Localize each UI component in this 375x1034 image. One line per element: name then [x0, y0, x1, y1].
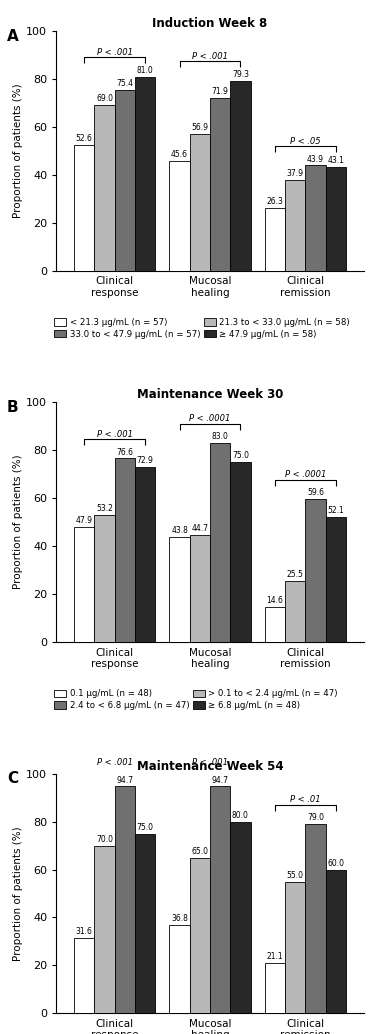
- Bar: [210, 444, 230, 642]
- Text: 75.0: 75.0: [136, 823, 153, 831]
- Text: 45.6: 45.6: [171, 150, 188, 159]
- Bar: [326, 870, 346, 1013]
- Text: 60.0: 60.0: [327, 858, 344, 868]
- Bar: [285, 180, 305, 271]
- Bar: [230, 462, 251, 642]
- Bar: [326, 168, 346, 271]
- Text: P < .05: P < .05: [290, 136, 321, 146]
- Bar: [285, 882, 305, 1013]
- Bar: [190, 535, 210, 642]
- Bar: [326, 517, 346, 642]
- Bar: [265, 208, 285, 271]
- Text: 55.0: 55.0: [287, 871, 304, 880]
- Text: 79.0: 79.0: [307, 813, 324, 822]
- Bar: [170, 537, 190, 642]
- Text: 81.0: 81.0: [136, 65, 153, 74]
- Y-axis label: Proportion of patients (%): Proportion of patients (%): [13, 826, 24, 961]
- Legend: < 21.3 μg/mL (n = 57), 33.0 to < 47.9 μg/mL (n = 57), 21.3 to < 33.0 μg/mL (n = : < 21.3 μg/mL (n = 57), 33.0 to < 47.9 μg…: [54, 318, 350, 338]
- Text: 44.7: 44.7: [191, 524, 208, 533]
- Bar: [74, 527, 94, 642]
- Bar: [115, 90, 135, 271]
- Bar: [135, 833, 155, 1013]
- Text: P < .001: P < .001: [192, 758, 228, 766]
- Text: 43.1: 43.1: [327, 156, 344, 165]
- Text: 83.0: 83.0: [212, 432, 229, 442]
- Text: B: B: [7, 400, 19, 415]
- Text: 53.2: 53.2: [96, 504, 113, 513]
- Bar: [230, 822, 251, 1013]
- Title: Induction Week 8: Induction Week 8: [152, 17, 268, 30]
- Text: 52.1: 52.1: [327, 507, 344, 515]
- Text: P < .01: P < .01: [290, 795, 321, 804]
- Text: 37.9: 37.9: [287, 169, 304, 178]
- Text: P < .001: P < .001: [97, 429, 133, 438]
- Bar: [94, 105, 115, 271]
- Text: 94.7: 94.7: [211, 776, 229, 785]
- Text: 71.9: 71.9: [212, 88, 229, 96]
- Text: 75.4: 75.4: [116, 79, 133, 88]
- Text: 31.6: 31.6: [76, 926, 93, 936]
- Text: P < .001: P < .001: [192, 52, 228, 61]
- Text: P < .001: P < .001: [97, 758, 133, 766]
- Bar: [74, 938, 94, 1013]
- Text: 94.7: 94.7: [116, 776, 133, 785]
- Y-axis label: Proportion of patients (%): Proportion of patients (%): [13, 84, 24, 218]
- Text: 69.0: 69.0: [96, 94, 113, 103]
- Bar: [190, 134, 210, 271]
- Bar: [210, 98, 230, 271]
- Text: A: A: [7, 29, 19, 43]
- Text: 25.5: 25.5: [287, 570, 304, 579]
- Text: 26.3: 26.3: [267, 196, 284, 206]
- Legend: 0.1 μg/mL (n = 48), 2.4 to < 6.8 μg/mL (n = 47), > 0.1 to < 2.4 μg/mL (n = 47), : 0.1 μg/mL (n = 48), 2.4 to < 6.8 μg/mL (…: [54, 690, 338, 710]
- Bar: [285, 581, 305, 642]
- Text: 43.8: 43.8: [171, 526, 188, 536]
- Bar: [94, 846, 115, 1013]
- Text: C: C: [7, 771, 18, 786]
- Bar: [305, 165, 326, 271]
- Bar: [135, 467, 155, 642]
- Bar: [94, 515, 115, 642]
- Text: 65.0: 65.0: [191, 847, 208, 856]
- Text: P < .0001: P < .0001: [189, 415, 231, 423]
- Text: P < .0001: P < .0001: [285, 470, 326, 480]
- Text: 80.0: 80.0: [232, 811, 249, 820]
- Bar: [265, 607, 285, 642]
- Text: 52.6: 52.6: [76, 133, 93, 143]
- Title: Maintenance Week 54: Maintenance Week 54: [136, 760, 284, 772]
- Text: 76.6: 76.6: [116, 448, 133, 457]
- Bar: [170, 161, 190, 271]
- Text: 79.3: 79.3: [232, 69, 249, 79]
- Text: 72.9: 72.9: [136, 456, 153, 465]
- Y-axis label: Proportion of patients (%): Proportion of patients (%): [13, 455, 24, 589]
- Text: 43.9: 43.9: [307, 154, 324, 163]
- Text: P < .001: P < .001: [97, 48, 133, 57]
- Text: 14.6: 14.6: [267, 596, 284, 605]
- Title: Maintenance Week 30: Maintenance Week 30: [137, 388, 283, 401]
- Text: 56.9: 56.9: [191, 123, 208, 132]
- Bar: [170, 925, 190, 1013]
- Bar: [210, 787, 230, 1013]
- Text: 59.6: 59.6: [307, 488, 324, 497]
- Text: 21.1: 21.1: [267, 952, 283, 961]
- Bar: [230, 81, 251, 271]
- Text: 75.0: 75.0: [232, 452, 249, 460]
- Bar: [265, 963, 285, 1013]
- Text: 70.0: 70.0: [96, 834, 113, 844]
- Bar: [115, 458, 135, 642]
- Bar: [305, 499, 326, 642]
- Text: 47.9: 47.9: [76, 516, 93, 525]
- Bar: [190, 857, 210, 1013]
- Bar: [135, 77, 155, 271]
- Bar: [74, 145, 94, 271]
- Text: 36.8: 36.8: [171, 914, 188, 923]
- Bar: [115, 787, 135, 1013]
- Bar: [305, 824, 326, 1013]
